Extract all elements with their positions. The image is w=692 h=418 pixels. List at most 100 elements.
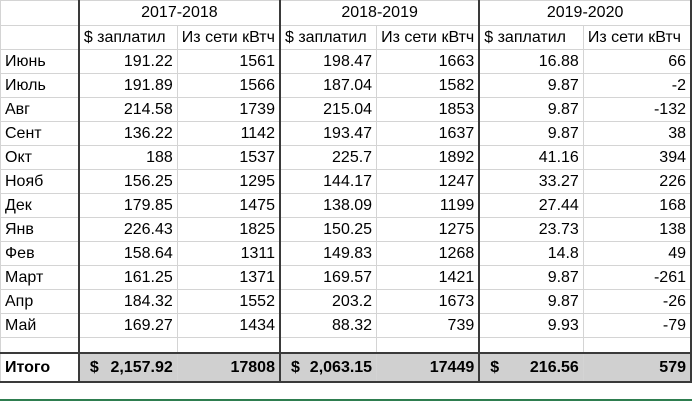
paid-cell[interactable]: 214.58 [77, 97, 178, 122]
month-cell[interactable]: Апр [0, 289, 80, 314]
empty-cell[interactable] [0, 337, 80, 354]
total-label[interactable]: Итого [0, 352, 80, 383]
paid-cell[interactable]: 191.89 [77, 73, 178, 98]
grid-kwh-cell[interactable]: 1275 [376, 217, 480, 242]
grid-kwh-cell[interactable]: 1247 [376, 169, 480, 194]
grid-kwh-cell[interactable]: -132 [582, 97, 692, 122]
grid-kwh-cell[interactable]: -261 [582, 265, 692, 290]
grid-kwh-cell[interactable]: 38 [582, 121, 692, 146]
month-cell[interactable]: Дек [0, 193, 80, 218]
paid-cell[interactable]: 9.93 [478, 313, 584, 338]
grid-kwh-cell[interactable]: 1637 [376, 121, 480, 146]
total-grid-kwh-cell[interactable]: 17808 [176, 352, 281, 383]
paid-header-2[interactable]: $ заплатил [278, 25, 378, 50]
empty-cell[interactable] [176, 337, 281, 354]
paid-cell[interactable]: 41.16 [478, 145, 584, 170]
grid-kwh-cell[interactable]: 1566 [176, 73, 281, 98]
total-grid-kwh-cell[interactable]: 579 [582, 352, 692, 383]
month-header-cell[interactable] [0, 25, 80, 50]
empty-cell[interactable] [478, 337, 584, 354]
grid-kwh-cell[interactable]: 1892 [376, 145, 480, 170]
month-cell[interactable]: Фев [0, 241, 80, 266]
month-cell[interactable]: Авг [0, 97, 80, 122]
month-cell[interactable]: Март [0, 265, 80, 290]
paid-cell[interactable]: 169.27 [77, 313, 178, 338]
grid-header-3[interactable]: Из сети кВтч [582, 25, 692, 50]
paid-header-3[interactable]: $ заплатил [478, 25, 584, 50]
paid-cell[interactable]: 169.57 [278, 265, 378, 290]
total-paid-cell[interactable]: $2,157.92 [77, 352, 178, 383]
year-header-3[interactable]: 2019-2020 [478, 0, 692, 26]
grid-kwh-cell[interactable]: 1475 [176, 193, 281, 218]
paid-cell[interactable]: 16.88 [478, 49, 584, 74]
grid-kwh-cell[interactable]: 168 [582, 193, 692, 218]
paid-cell[interactable]: 203.2 [278, 289, 378, 314]
paid-cell[interactable]: 88.32 [278, 313, 378, 338]
paid-cell[interactable]: 9.87 [478, 265, 584, 290]
month-cell[interactable]: Янв [0, 217, 80, 242]
grid-kwh-cell[interactable]: 1142 [176, 121, 281, 146]
grid-kwh-cell[interactable]: -26 [582, 289, 692, 314]
grid-kwh-cell[interactable]: 1582 [376, 73, 480, 98]
corner-cell[interactable] [0, 0, 80, 26]
grid-kwh-cell[interactable]: 394 [582, 145, 692, 170]
grid-kwh-cell[interactable]: 1268 [376, 241, 480, 266]
paid-cell[interactable]: 193.47 [278, 121, 378, 146]
total-paid-cell[interactable]: $216.56 [478, 352, 584, 383]
grid-kwh-cell[interactable]: 1199 [376, 193, 480, 218]
grid-kwh-cell[interactable]: 1673 [376, 289, 480, 314]
grid-kwh-cell[interactable]: 66 [582, 49, 692, 74]
grid-kwh-cell[interactable]: -79 [582, 313, 692, 338]
month-cell[interactable]: Сент [0, 121, 80, 146]
paid-cell[interactable]: 136.22 [77, 121, 178, 146]
empty-cell[interactable] [278, 337, 378, 354]
grid-kwh-cell[interactable]: 1825 [176, 217, 281, 242]
paid-cell[interactable]: 187.04 [278, 73, 378, 98]
paid-cell[interactable]: 9.87 [478, 97, 584, 122]
paid-cell[interactable]: 9.87 [478, 289, 584, 314]
grid-kwh-cell[interactable]: 1434 [176, 313, 281, 338]
year-header-2[interactable]: 2018-2019 [278, 0, 480, 26]
grid-kwh-cell[interactable]: 1295 [176, 169, 281, 194]
grid-kwh-cell[interactable]: 1371 [176, 265, 281, 290]
paid-cell[interactable]: 184.32 [77, 289, 178, 314]
paid-cell[interactable]: 188 [77, 145, 178, 170]
paid-cell[interactable]: 149.83 [278, 241, 378, 266]
paid-cell[interactable]: 144.17 [278, 169, 378, 194]
grid-kwh-cell[interactable]: 138 [582, 217, 692, 242]
grid-kwh-cell[interactable]: 1663 [376, 49, 480, 74]
paid-cell[interactable]: 33.27 [478, 169, 584, 194]
grid-kwh-cell[interactable]: 1421 [376, 265, 480, 290]
paid-cell[interactable]: 150.25 [278, 217, 378, 242]
paid-cell[interactable]: 191.22 [77, 49, 178, 74]
total-grid-kwh-cell[interactable]: 17449 [376, 352, 480, 383]
grid-kwh-cell[interactable]: 226 [582, 169, 692, 194]
paid-cell[interactable]: 23.73 [478, 217, 584, 242]
paid-cell[interactable]: 215.04 [278, 97, 378, 122]
empty-cell[interactable] [376, 337, 480, 354]
grid-kwh-cell[interactable]: -2 [582, 73, 692, 98]
paid-cell[interactable]: 179.85 [77, 193, 178, 218]
paid-cell[interactable]: 226.43 [77, 217, 178, 242]
paid-header-1[interactable]: $ заплатил [77, 25, 178, 50]
month-cell[interactable]: Нояб [0, 169, 80, 194]
grid-kwh-cell[interactable]: 1739 [176, 97, 281, 122]
grid-kwh-cell[interactable]: 1561 [176, 49, 281, 74]
paid-cell[interactable]: 9.87 [478, 121, 584, 146]
paid-cell[interactable]: 156.25 [77, 169, 178, 194]
grid-kwh-cell[interactable]: 1552 [176, 289, 281, 314]
paid-cell[interactable]: 198.47 [278, 49, 378, 74]
grid-kwh-cell[interactable]: 1537 [176, 145, 281, 170]
month-cell[interactable]: Июнь [0, 49, 80, 74]
paid-cell[interactable]: 27.44 [478, 193, 584, 218]
empty-cell[interactable] [582, 337, 692, 354]
grid-kwh-cell[interactable]: 1853 [376, 97, 480, 122]
paid-cell[interactable]: 158.64 [77, 241, 178, 266]
month-cell[interactable]: Май [0, 313, 80, 338]
paid-cell[interactable]: 161.25 [77, 265, 178, 290]
grid-kwh-cell[interactable]: 1311 [176, 241, 281, 266]
paid-cell[interactable]: 225.7 [278, 145, 378, 170]
grid-kwh-cell[interactable]: 49 [582, 241, 692, 266]
grid-kwh-cell[interactable]: 739 [376, 313, 480, 338]
empty-cell[interactable] [77, 337, 178, 354]
